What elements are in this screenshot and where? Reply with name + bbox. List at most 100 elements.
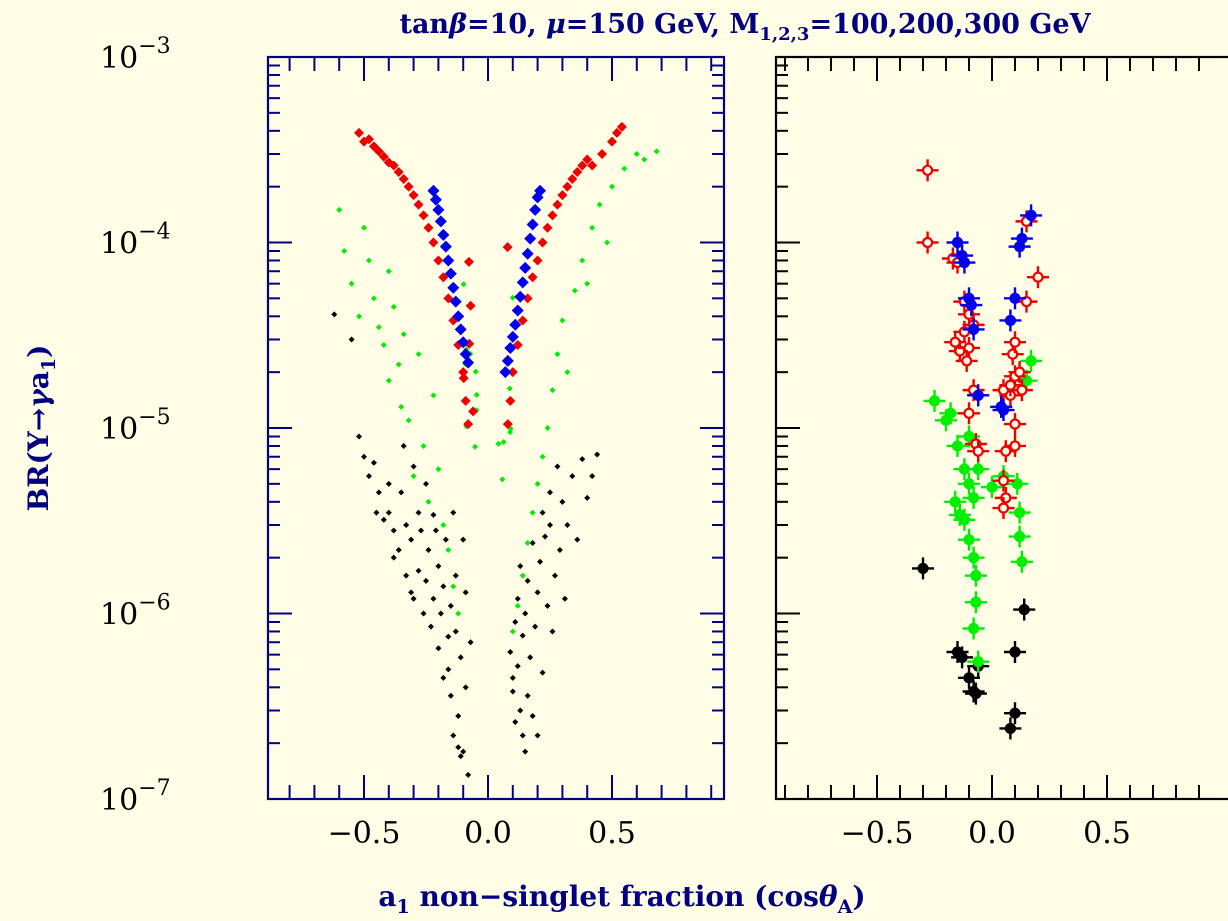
series-red <box>354 121 627 430</box>
data-point <box>512 719 519 726</box>
data-point <box>958 402 980 425</box>
data-point <box>547 521 553 528</box>
data-point <box>951 646 974 669</box>
data-point <box>499 366 512 379</box>
data-point <box>505 395 516 406</box>
data-point <box>460 281 467 288</box>
data-point <box>964 682 987 705</box>
data-point <box>1004 413 1026 436</box>
data-point <box>534 589 541 596</box>
data-point <box>465 771 472 778</box>
data-point <box>527 654 534 661</box>
data-point <box>524 692 531 699</box>
data-point <box>415 351 422 358</box>
data-point <box>427 184 440 197</box>
y-tick-label: 10−4 <box>100 220 171 262</box>
data-point <box>375 489 382 496</box>
data-point <box>472 443 479 450</box>
data-point <box>1010 227 1033 250</box>
data-point <box>378 151 389 162</box>
series-black <box>912 557 1036 740</box>
data-point <box>1013 598 1036 621</box>
data-point <box>981 476 1003 499</box>
data-point <box>597 148 608 159</box>
data-point <box>579 456 586 463</box>
x-tick-label: −0.5 <box>841 816 914 851</box>
data-point <box>1004 702 1026 725</box>
data-point <box>1027 266 1049 289</box>
data-point <box>594 451 601 458</box>
data-point <box>375 324 382 331</box>
data-point <box>463 256 474 267</box>
data-point <box>532 255 543 266</box>
data-point <box>507 367 518 378</box>
data-point <box>992 469 1015 492</box>
data-point <box>465 300 476 311</box>
data-point <box>398 489 405 496</box>
data-point <box>336 206 343 213</box>
data-point <box>454 323 467 336</box>
data-point <box>405 417 412 424</box>
data-point <box>604 239 611 246</box>
data-point <box>415 567 422 574</box>
data-point <box>557 190 568 201</box>
data-point <box>425 498 432 505</box>
data-point <box>633 150 640 157</box>
data-point <box>584 280 591 287</box>
data-point <box>413 199 424 210</box>
data-point <box>967 650 990 673</box>
data-point <box>537 558 544 565</box>
data-point <box>596 201 603 208</box>
data-point <box>365 473 372 480</box>
data-point <box>912 557 934 580</box>
data-point <box>1010 550 1033 573</box>
ticks-right <box>776 56 1200 800</box>
data-point <box>539 453 546 460</box>
data-point <box>395 361 402 368</box>
data-point <box>452 572 459 579</box>
data-point <box>514 290 527 303</box>
data-point <box>960 294 983 317</box>
data-point <box>967 384 990 407</box>
data-point <box>373 146 384 157</box>
data-point <box>964 591 987 614</box>
data-point <box>571 287 578 294</box>
data-point <box>361 453 367 460</box>
data-point <box>348 336 355 343</box>
data-point <box>429 193 442 206</box>
data-point <box>999 717 1022 740</box>
data-point <box>428 237 439 248</box>
data-point <box>356 433 363 440</box>
data-point <box>447 692 454 699</box>
data-point <box>653 148 660 155</box>
data-point <box>511 304 524 317</box>
data-point <box>430 595 437 602</box>
data-point <box>415 509 422 516</box>
data-point <box>1020 204 1043 227</box>
data-point <box>534 480 541 487</box>
data-point <box>953 508 976 531</box>
data-point <box>459 348 472 361</box>
data-point <box>403 521 410 528</box>
y-tick-label: 10−6 <box>100 591 171 633</box>
data-point <box>400 331 407 338</box>
data-point <box>641 156 648 163</box>
x-tick-label: 0.0 <box>464 816 512 851</box>
data-point <box>916 159 939 182</box>
data-point <box>341 247 348 254</box>
data-point <box>403 181 414 192</box>
ticks-left <box>268 56 724 800</box>
data-point <box>946 641 969 664</box>
data-point <box>439 240 452 253</box>
data-point <box>408 190 419 201</box>
data-point <box>544 425 551 431</box>
data-point <box>432 203 445 216</box>
data-point <box>589 224 596 231</box>
data-point <box>385 268 392 275</box>
data-point <box>390 527 397 534</box>
x-tick-label: 0.5 <box>588 816 636 851</box>
data-point <box>551 572 558 579</box>
data-point <box>361 224 367 231</box>
data-point <box>1008 525 1031 548</box>
data-point <box>363 134 374 145</box>
